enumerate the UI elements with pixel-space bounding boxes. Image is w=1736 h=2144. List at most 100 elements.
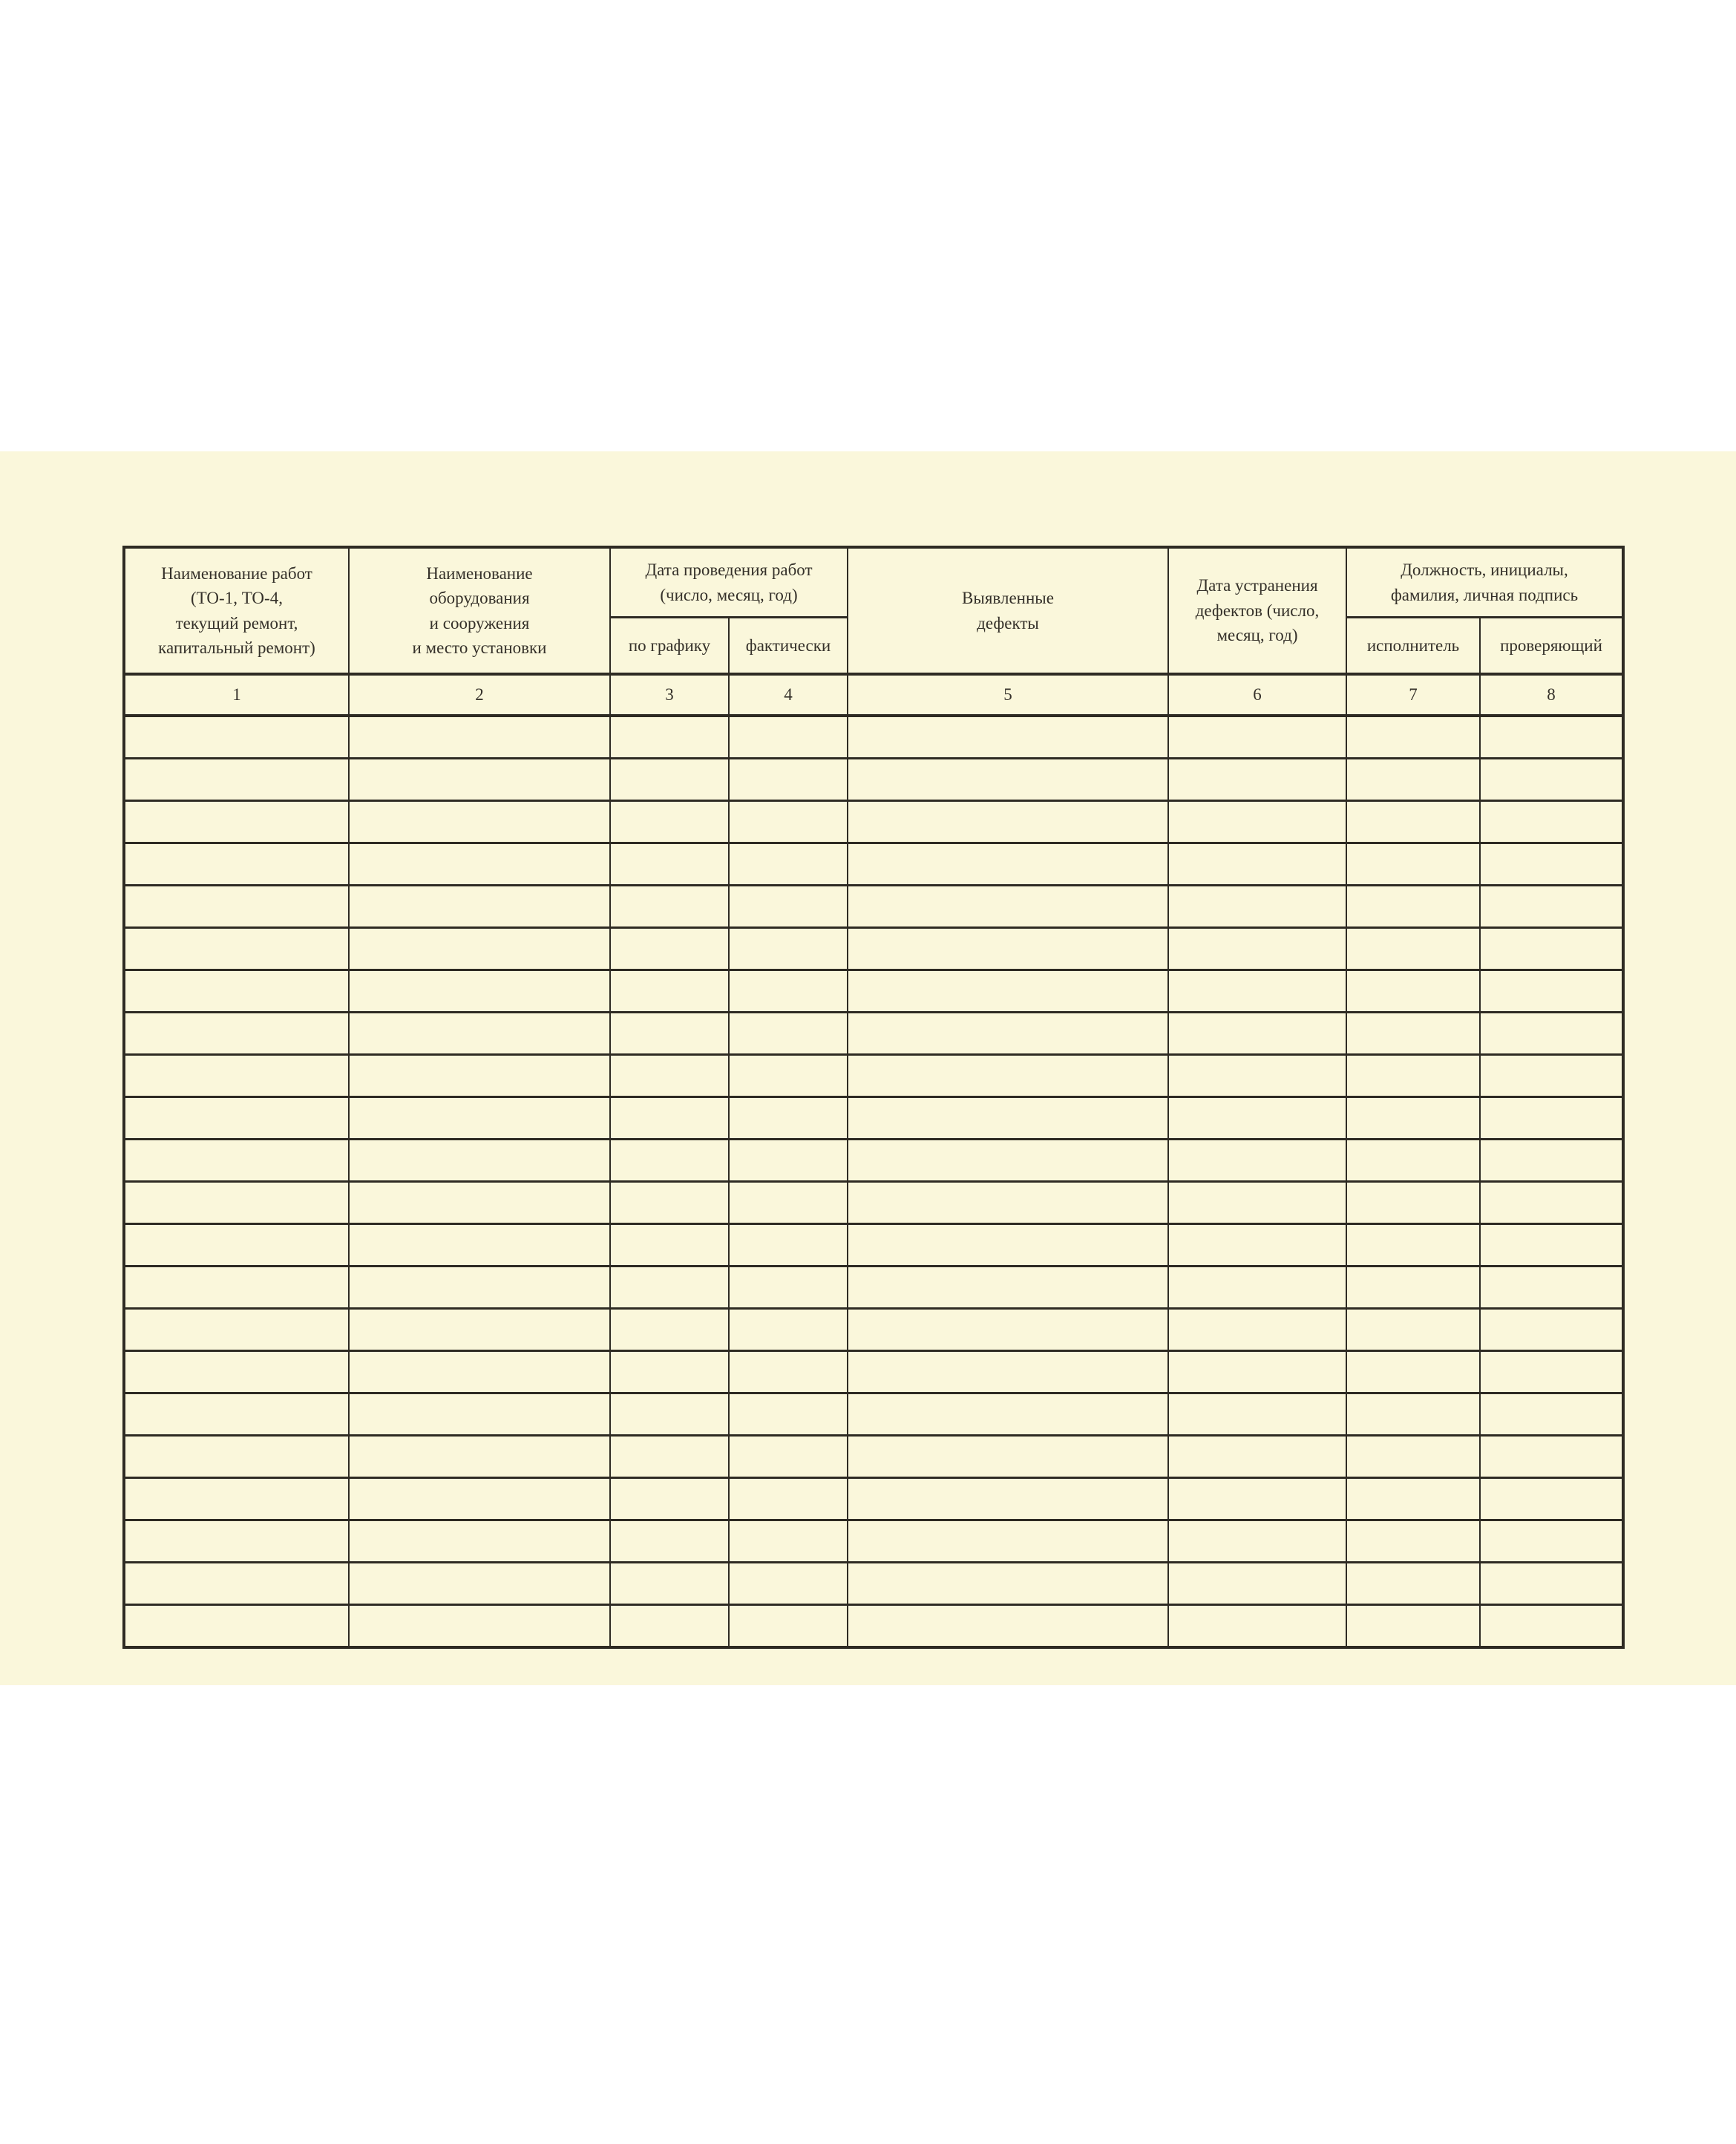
empty-cell bbox=[123, 757, 350, 802]
empty-cell bbox=[1478, 1561, 1625, 1606]
empty-cell bbox=[847, 1053, 1169, 1098]
empty-cell bbox=[609, 1434, 730, 1479]
empty-cell bbox=[1478, 926, 1625, 971]
empty-cell bbox=[609, 714, 730, 759]
empty-cell bbox=[728, 1307, 848, 1352]
empty-cell bbox=[847, 926, 1169, 971]
empty-row bbox=[123, 926, 1625, 971]
empty-cell bbox=[1346, 1519, 1481, 1563]
empty-cell bbox=[609, 1392, 730, 1437]
empty-cell bbox=[348, 1053, 611, 1098]
empty-cell bbox=[123, 1392, 350, 1437]
empty-cell bbox=[348, 1307, 611, 1352]
empty-cell bbox=[728, 926, 848, 971]
form-sheet: Наименование работ (ТО-1, ТО-4, текущий … bbox=[0, 451, 1736, 1685]
column-number: 4 bbox=[728, 673, 848, 717]
empty-cell bbox=[609, 1265, 730, 1310]
empty-row bbox=[123, 1519, 1625, 1563]
empty-cell bbox=[1346, 1180, 1481, 1225]
empty-cell bbox=[123, 714, 350, 759]
empty-cell bbox=[1478, 1265, 1625, 1310]
empty-row bbox=[123, 714, 1625, 759]
empty-cell bbox=[1346, 757, 1481, 802]
empty-cell bbox=[609, 1307, 730, 1352]
empty-cell bbox=[1346, 1096, 1481, 1140]
empty-cell bbox=[728, 1392, 848, 1437]
empty-cell bbox=[1167, 926, 1347, 971]
empty-cell bbox=[1167, 1604, 1347, 1649]
empty-row bbox=[123, 1561, 1625, 1606]
empty-cell bbox=[847, 757, 1169, 802]
empty-cell bbox=[123, 1138, 350, 1183]
empty-row bbox=[123, 1011, 1625, 1056]
empty-cell bbox=[1167, 842, 1347, 886]
empty-cell bbox=[1167, 1011, 1347, 1056]
empty-cell bbox=[123, 1519, 350, 1563]
table-body bbox=[123, 714, 1625, 1649]
empty-cell bbox=[1346, 714, 1481, 759]
empty-cell bbox=[123, 1053, 350, 1098]
empty-cell bbox=[123, 1180, 350, 1225]
empty-cell bbox=[1346, 1350, 1481, 1394]
empty-cell bbox=[728, 1519, 848, 1563]
empty-cell bbox=[1167, 1138, 1347, 1183]
empty-cell bbox=[1167, 1434, 1347, 1479]
empty-cell bbox=[728, 757, 848, 802]
empty-cell bbox=[847, 1096, 1169, 1140]
empty-cell bbox=[847, 1519, 1169, 1563]
empty-cell bbox=[1346, 1138, 1481, 1183]
empty-cell bbox=[847, 842, 1169, 886]
empty-cell bbox=[348, 1477, 611, 1521]
empty-cell bbox=[123, 969, 350, 1013]
empty-cell bbox=[1167, 1096, 1347, 1140]
empty-cell bbox=[847, 1350, 1169, 1394]
empty-cell bbox=[1167, 1223, 1347, 1267]
empty-cell bbox=[1478, 969, 1625, 1013]
empty-cell bbox=[847, 1138, 1169, 1183]
empty-cell bbox=[1478, 1011, 1625, 1056]
empty-row bbox=[123, 884, 1625, 929]
empty-cell bbox=[348, 1434, 611, 1479]
empty-cell bbox=[1478, 1180, 1625, 1225]
empty-cell bbox=[728, 1265, 848, 1310]
maintenance-log-table: Наименование работ (ТО-1, ТО-4, текущий … bbox=[122, 546, 1625, 1649]
empty-cell bbox=[1167, 1561, 1347, 1606]
empty-cell bbox=[1478, 1350, 1625, 1394]
empty-cell bbox=[123, 926, 350, 971]
empty-cell bbox=[609, 1561, 730, 1606]
empty-cell bbox=[348, 1561, 611, 1606]
empty-cell bbox=[1478, 757, 1625, 802]
header-actual: фактически bbox=[728, 616, 848, 676]
empty-cell bbox=[609, 1223, 730, 1267]
empty-cell bbox=[348, 800, 611, 844]
empty-cell bbox=[609, 757, 730, 802]
empty-cell bbox=[728, 1053, 848, 1098]
header-signature-group: Должность, инициалы, фамилия, личная под… bbox=[1345, 546, 1625, 618]
empty-row bbox=[123, 1053, 1625, 1098]
header-inspector: проверяющий bbox=[1478, 616, 1625, 676]
empty-cell bbox=[1167, 1477, 1347, 1521]
empty-cell bbox=[728, 1011, 848, 1056]
header-row-sub: по графику фактически исполнитель провер… bbox=[124, 616, 1625, 676]
empty-row bbox=[123, 1138, 1625, 1183]
empty-cell bbox=[609, 1053, 730, 1098]
empty-cell bbox=[348, 1180, 611, 1225]
empty-cell bbox=[1346, 926, 1481, 971]
empty-cell bbox=[1167, 1053, 1347, 1098]
empty-cell bbox=[1346, 1307, 1481, 1352]
empty-cell bbox=[609, 884, 730, 929]
empty-cell bbox=[847, 1477, 1169, 1521]
empty-cell bbox=[1346, 1477, 1481, 1521]
empty-cell bbox=[348, 1265, 611, 1310]
empty-cell bbox=[348, 1350, 611, 1394]
empty-cell bbox=[609, 1180, 730, 1225]
empty-cell bbox=[609, 1604, 730, 1649]
empty-row bbox=[123, 1350, 1625, 1394]
empty-cell bbox=[847, 1434, 1169, 1479]
empty-cell bbox=[123, 884, 350, 929]
empty-cell bbox=[1346, 1392, 1481, 1437]
empty-cell bbox=[348, 884, 611, 929]
empty-cell bbox=[728, 969, 848, 1013]
empty-cell bbox=[728, 1434, 848, 1479]
empty-cell bbox=[123, 1434, 350, 1479]
